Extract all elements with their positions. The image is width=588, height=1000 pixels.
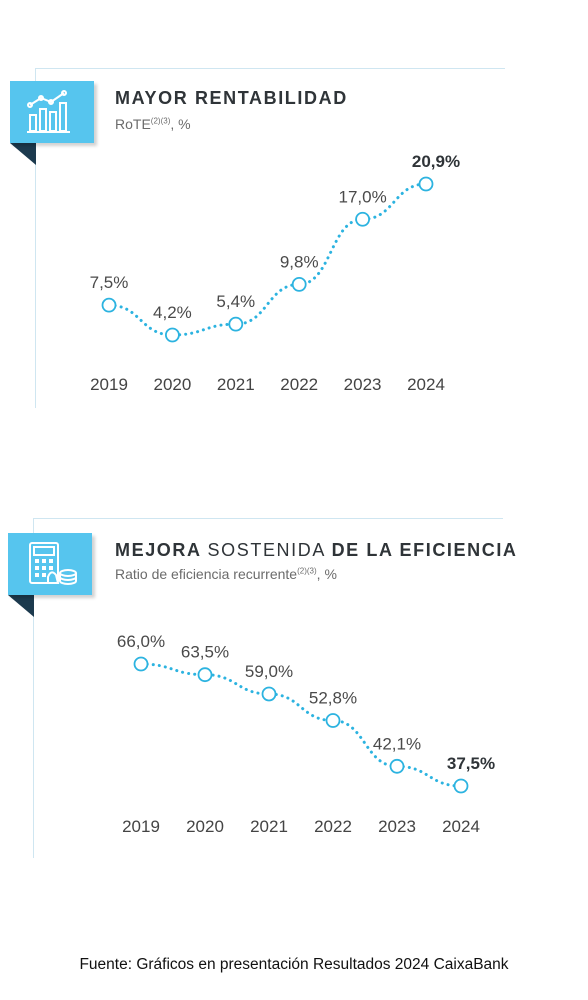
data-point — [355, 211, 371, 227]
data-label: 7,5% — [90, 273, 129, 292]
x-tick-label: 2019 — [90, 375, 128, 394]
data-label: 63,5% — [181, 643, 229, 662]
data-point — [325, 713, 341, 728]
title-part: MAYOR RENTABILIDAD — [115, 88, 348, 108]
x-tick-label: 2023 — [344, 375, 382, 394]
x-tick-label: 2022 — [280, 375, 318, 394]
title-part: MEJORA — [115, 540, 208, 560]
efficiency-panel: MEJORA SOSTENIDA DE LA EFICIENCIA Ratio … — [0, 500, 588, 880]
x-tick-label: 2020 — [186, 817, 224, 836]
bar-chart-trend-icon — [10, 81, 94, 143]
subtitle-main: RoTE — [115, 116, 151, 132]
x-tick-label: 2019 — [122, 817, 160, 836]
efficiency-line-chart: 66,0% 2019 63,5% 2020 59,0% 2021 52,8% 2022 42,1… — [117, 632, 495, 836]
data-label: 42,1% — [373, 734, 421, 753]
title-part: DE LA EFICIENCIA — [331, 540, 518, 560]
panel-frame-left — [35, 68, 36, 408]
data-point — [164, 327, 180, 343]
data-label: 9,8% — [280, 252, 319, 271]
calculator-coins-icon — [8, 533, 92, 595]
data-point — [261, 686, 277, 702]
x-tick-label: 2024 — [442, 817, 480, 836]
panel-frame-top — [35, 68, 505, 69]
series-line — [139, 662, 463, 788]
x-tick-label: 2021 — [250, 817, 288, 836]
data-point — [133, 656, 149, 672]
subtitle-unit: , % — [170, 116, 191, 132]
title-part: SOSTENIDA — [207, 540, 332, 560]
data-point — [418, 176, 434, 192]
data-label: 66,0% — [117, 632, 165, 651]
data-point — [389, 758, 405, 774]
x-tick-label: 2023 — [378, 817, 416, 836]
data-point — [453, 778, 469, 794]
panel-frame-left — [33, 518, 34, 858]
data-label: 4,2% — [153, 303, 192, 322]
panel-frame-top — [33, 518, 503, 519]
subtitle-footnote-refs: (2)(3) — [297, 566, 317, 576]
panel-subtitle: RoTE(2)(3), % — [115, 116, 191, 132]
data-label: 20,9% — [412, 152, 460, 171]
rote-line-chart: 7,5% 2019 4,2% 2020 5,4% 2021 9,8% 2022 17,0% 202… — [90, 152, 460, 394]
subtitle-main: Ratio de eficiencia recurrente — [115, 566, 298, 582]
data-point — [197, 667, 213, 683]
panel-title: MEJORA SOSTENIDA DE LA EFICIENCIA — [115, 540, 518, 561]
data-label: 17,0% — [338, 187, 386, 206]
data-label: 52,8% — [309, 689, 357, 708]
panel-title: MAYOR RENTABILIDAD — [115, 88, 348, 109]
data-point — [291, 276, 307, 292]
icon-tab — [10, 143, 36, 165]
subtitle-footnote-refs: (2)(3) — [150, 116, 171, 126]
data-point — [228, 316, 244, 332]
icon-tab — [8, 595, 34, 617]
x-tick-label: 2020 — [153, 375, 191, 394]
panel-subtitle: Ratio de eficiencia recurrente(2)(3), % — [115, 566, 337, 582]
x-tick-label: 2021 — [217, 375, 255, 394]
x-tick-label: 2022 — [314, 817, 352, 836]
data-label: 37,5% — [447, 754, 495, 773]
source-footnote: Fuente: Gráficos en presentación Resulta… — [79, 956, 509, 973]
rote-panel: MAYOR RENTABILIDAD RoTE(2)(3), % 7,5% 201… — [0, 0, 588, 430]
subtitle-unit: , % — [316, 566, 337, 582]
x-tick-label: 2024 — [407, 375, 445, 394]
data-label: 5,4% — [216, 292, 255, 311]
data-label: 59,0% — [245, 662, 293, 681]
data-point — [101, 297, 117, 313]
